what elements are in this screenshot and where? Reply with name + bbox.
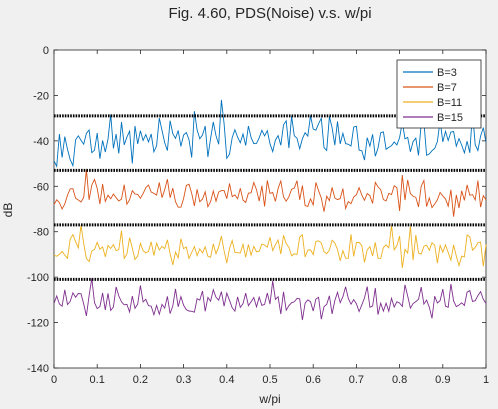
x-tick-label: 0.3 bbox=[176, 374, 191, 386]
x-tick-label: 0.7 bbox=[349, 374, 364, 386]
y-tick-label: 0 bbox=[43, 45, 49, 57]
y-tick-label: -120 bbox=[27, 318, 49, 330]
x-tick-label: 0.6 bbox=[306, 374, 321, 386]
legend-label-4: B=15 bbox=[437, 112, 463, 124]
x-axis-label: w/pi bbox=[258, 392, 280, 406]
x-tick-label: 0.9 bbox=[435, 374, 450, 386]
y-tick-label: -20 bbox=[33, 90, 49, 102]
series-line-3 bbox=[53, 225, 487, 268]
x-axis-ticks: 0 0.1 0.2 0.3 0.4 0.5 0.6 0.7 0.8 0.9 1 bbox=[51, 50, 489, 386]
legend-label-2: B=7 bbox=[437, 82, 457, 94]
y-tick-label: -140 bbox=[27, 363, 49, 375]
series-line-4 bbox=[53, 278, 487, 321]
x-tick-label: 0 bbox=[51, 374, 57, 386]
x-tick-label: 0.1 bbox=[90, 374, 105, 386]
y-tick-label: -80 bbox=[33, 227, 49, 239]
series-lines bbox=[53, 99, 487, 321]
legend-label-1: B=3 bbox=[437, 67, 457, 79]
series-line-2 bbox=[53, 169, 487, 217]
x-tick-label: 0.8 bbox=[392, 374, 407, 386]
chart-title: Fig. 4.60, PDS(Noise) v.s. w/pi bbox=[168, 5, 371, 22]
x-tick-label: 0.4 bbox=[219, 374, 234, 386]
y-tick-label: -100 bbox=[27, 272, 49, 284]
legend: B=3 B=7 B=11 B=15 bbox=[396, 59, 482, 129]
y-axis-ticks: -140 -120 -100 -80 -60 -40 -20 0 bbox=[27, 45, 486, 375]
legend-label-3: B=11 bbox=[437, 97, 462, 109]
x-tick-label: 1 bbox=[483, 374, 489, 386]
y-axis-label: dB bbox=[1, 203, 15, 218]
x-tick-label: 0.5 bbox=[262, 374, 277, 386]
y-tick-label: -60 bbox=[33, 181, 49, 193]
x-tick-label: 0.2 bbox=[133, 374, 148, 386]
series-line-1 bbox=[53, 99, 487, 168]
y-tick-label: -40 bbox=[33, 136, 49, 148]
